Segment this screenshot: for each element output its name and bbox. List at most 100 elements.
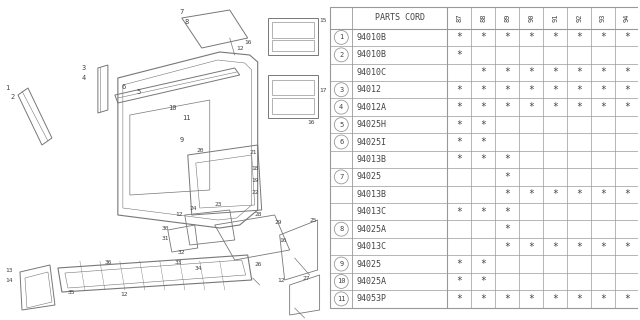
Text: 25: 25 xyxy=(310,218,317,222)
Text: 17: 17 xyxy=(319,87,327,92)
Text: *: * xyxy=(552,67,558,77)
Text: 35: 35 xyxy=(68,291,76,295)
Text: *: * xyxy=(480,32,486,43)
Text: 94010B: 94010B xyxy=(356,50,387,59)
Text: *: * xyxy=(504,155,510,164)
Text: 31: 31 xyxy=(162,236,170,241)
Text: *: * xyxy=(552,294,558,304)
Text: 94: 94 xyxy=(624,13,630,22)
Text: *: * xyxy=(456,294,462,304)
Text: 94012: 94012 xyxy=(356,85,381,94)
Text: 3: 3 xyxy=(82,65,86,71)
Text: *: * xyxy=(480,67,486,77)
Text: *: * xyxy=(456,155,462,164)
Text: 9: 9 xyxy=(180,137,184,143)
Text: *: * xyxy=(480,85,486,95)
Text: 16: 16 xyxy=(244,39,252,44)
Text: *: * xyxy=(480,294,486,304)
Text: 32: 32 xyxy=(178,250,186,254)
Text: 28: 28 xyxy=(255,212,262,218)
Text: 6: 6 xyxy=(339,139,344,145)
Text: 89: 89 xyxy=(504,13,510,22)
Text: *: * xyxy=(504,172,510,182)
Text: 11: 11 xyxy=(182,115,190,121)
Text: *: * xyxy=(576,242,582,252)
Text: *: * xyxy=(552,85,558,95)
Text: *: * xyxy=(456,276,462,286)
Text: *: * xyxy=(576,32,582,43)
Text: *: * xyxy=(480,259,486,269)
Text: *: * xyxy=(456,120,462,130)
Text: 19: 19 xyxy=(252,178,259,182)
Text: *: * xyxy=(576,189,582,199)
Text: *: * xyxy=(624,32,630,43)
Text: 87: 87 xyxy=(456,13,462,22)
Text: *: * xyxy=(576,294,582,304)
Text: *: * xyxy=(504,102,510,112)
Text: *: * xyxy=(528,189,534,199)
Text: *: * xyxy=(624,67,630,77)
Text: *: * xyxy=(600,102,606,112)
Text: 94025: 94025 xyxy=(356,172,381,181)
Text: 12: 12 xyxy=(120,292,127,297)
Text: 5: 5 xyxy=(137,89,141,95)
Text: 92: 92 xyxy=(576,13,582,22)
Text: *: * xyxy=(528,67,534,77)
Text: *: * xyxy=(528,102,534,112)
Text: 21: 21 xyxy=(250,149,257,155)
Text: *: * xyxy=(600,242,606,252)
Text: 13: 13 xyxy=(5,268,13,273)
Text: *: * xyxy=(480,276,486,286)
Text: 3: 3 xyxy=(339,87,344,93)
Text: 8: 8 xyxy=(339,226,344,232)
Text: *: * xyxy=(600,189,606,199)
Text: *: * xyxy=(456,85,462,95)
Text: *: * xyxy=(504,294,510,304)
Text: 30: 30 xyxy=(162,226,170,230)
Text: 90: 90 xyxy=(528,13,534,22)
Text: 36: 36 xyxy=(105,260,113,265)
Text: *: * xyxy=(624,242,630,252)
Text: 94013C: 94013C xyxy=(356,207,387,216)
Text: 20: 20 xyxy=(196,148,204,153)
Text: *: * xyxy=(600,67,606,77)
Text: *: * xyxy=(528,242,534,252)
Text: 26: 26 xyxy=(255,262,262,268)
Text: 94012A: 94012A xyxy=(356,103,387,112)
Text: *: * xyxy=(552,102,558,112)
Text: 93: 93 xyxy=(600,13,606,22)
Text: 94053P: 94053P xyxy=(356,294,387,303)
Text: *: * xyxy=(480,102,486,112)
Text: 29: 29 xyxy=(275,220,282,225)
Text: *: * xyxy=(600,294,606,304)
Text: 88: 88 xyxy=(480,13,486,22)
Text: 22: 22 xyxy=(252,189,259,195)
Text: *: * xyxy=(552,32,558,43)
Text: *: * xyxy=(504,224,510,234)
Text: 94010C: 94010C xyxy=(356,68,387,77)
Text: PARTS CORD: PARTS CORD xyxy=(375,13,425,22)
Text: 27: 27 xyxy=(303,276,310,281)
Text: 5: 5 xyxy=(339,122,344,128)
Text: *: * xyxy=(480,155,486,164)
Text: *: * xyxy=(624,189,630,199)
Text: *: * xyxy=(480,207,486,217)
Text: 24: 24 xyxy=(190,205,197,211)
Text: 2: 2 xyxy=(10,94,14,100)
Text: 11: 11 xyxy=(337,296,346,302)
Text: *: * xyxy=(528,85,534,95)
Text: 14: 14 xyxy=(5,277,13,283)
Text: 7: 7 xyxy=(339,174,344,180)
Text: 34: 34 xyxy=(195,266,202,270)
Text: *: * xyxy=(552,242,558,252)
Text: 10: 10 xyxy=(168,105,176,111)
Text: *: * xyxy=(600,85,606,95)
Text: *: * xyxy=(528,32,534,43)
Text: 9: 9 xyxy=(339,261,344,267)
Text: *: * xyxy=(504,85,510,95)
Text: 15: 15 xyxy=(319,18,327,22)
Text: 94013C: 94013C xyxy=(356,242,387,251)
Text: 10: 10 xyxy=(337,278,346,284)
Text: 16: 16 xyxy=(280,237,287,243)
Text: 7: 7 xyxy=(180,9,184,15)
